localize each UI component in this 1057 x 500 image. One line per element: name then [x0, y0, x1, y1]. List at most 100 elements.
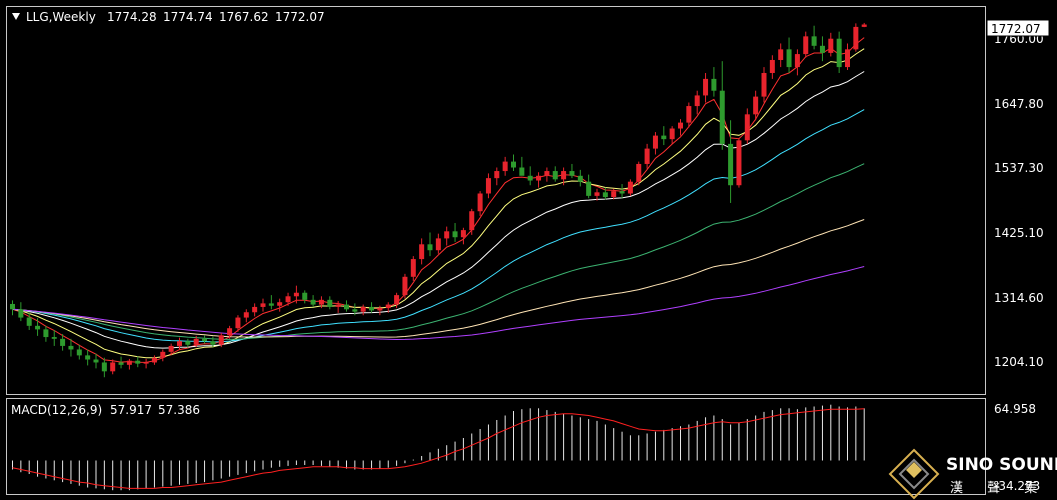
candle [243, 309, 249, 323]
candle-body [151, 357, 157, 363]
candle [836, 31, 842, 73]
candle [285, 292, 291, 306]
candle-body [577, 175, 583, 182]
candle-body [460, 230, 466, 238]
candle-body [845, 49, 850, 68]
candle [819, 36, 825, 62]
candle [60, 334, 66, 351]
candle [861, 22, 867, 28]
candle-body [260, 303, 266, 307]
candle [277, 298, 283, 312]
candle-body [18, 309, 24, 318]
candle-body [10, 303, 15, 310]
price-tick: 1537.30 [994, 161, 1044, 175]
candle-body [202, 338, 208, 342]
candle-body [811, 36, 817, 46]
candle-body [293, 292, 299, 297]
chart-header: LLG,Weekly 1774.28 1774.74 1767.62 1772.… [12, 10, 325, 24]
candle-body [126, 360, 132, 365]
candle [101, 357, 107, 378]
candle [485, 173, 491, 199]
candle [143, 358, 149, 369]
candle-body [736, 140, 742, 186]
candle-body [544, 171, 550, 176]
candle [18, 302, 24, 322]
candle-body [519, 167, 525, 176]
candle-body [469, 211, 475, 231]
candle-body [68, 345, 74, 350]
candle [85, 349, 91, 366]
main-pane-frame [6, 6, 986, 395]
candle [586, 174, 592, 199]
candle-body [861, 24, 867, 27]
candle-body [26, 317, 32, 326]
candle [786, 37, 792, 73]
candle [511, 154, 516, 172]
candle [260, 298, 266, 312]
candle-body [210, 341, 216, 345]
candle-body [803, 36, 809, 55]
candle-body [394, 295, 400, 305]
candle [444, 226, 450, 246]
candle-body [586, 181, 592, 196]
macd-axis-bottom: -34.273 [994, 479, 1040, 493]
candle [477, 191, 483, 216]
candle [268, 295, 274, 310]
candle-body [636, 163, 642, 182]
open-value: 1774.28 [107, 10, 157, 24]
candle [410, 256, 416, 281]
candle-body [728, 143, 734, 186]
price-axis: 1760.00 1647.80 1537.30 1425.10 1314.60 … [986, 19, 1050, 369]
low-value: 1767.62 [219, 10, 269, 24]
candle-body [552, 171, 558, 180]
candle [218, 332, 224, 348]
candle-body [511, 161, 516, 168]
candle-body [753, 96, 759, 115]
candle [627, 179, 633, 196]
candle-body [719, 90, 725, 144]
candle-body [185, 341, 191, 345]
candle-body [652, 135, 658, 149]
candle-body [502, 161, 508, 172]
candle-body [669, 128, 675, 140]
candle-body [35, 325, 41, 330]
candle-body [252, 306, 258, 313]
candle [544, 167, 550, 182]
candle-body [118, 362, 124, 365]
candle [385, 302, 391, 313]
candle [118, 356, 124, 369]
candle [502, 156, 508, 176]
candle [76, 344, 82, 360]
candle [185, 338, 191, 348]
candle-body [268, 303, 274, 306]
candle-body [744, 114, 750, 141]
ma-line-144 [12, 266, 865, 341]
candle-body [444, 231, 450, 239]
candle [377, 305, 383, 316]
candle [686, 102, 692, 128]
chevron-down-icon[interactable] [12, 13, 20, 20]
candle [703, 72, 709, 103]
candle-body [410, 259, 416, 277]
candle-body [177, 341, 182, 346]
candle-body [218, 335, 224, 345]
candle-body [686, 106, 692, 123]
candle [794, 49, 800, 76]
candle-body [135, 360, 141, 364]
candle-body [160, 351, 166, 358]
candle-body [611, 191, 617, 198]
candle [210, 336, 216, 348]
candle [694, 90, 700, 115]
candle-body [427, 244, 433, 251]
candle [151, 355, 157, 365]
candlesticks [10, 22, 867, 378]
candle [135, 356, 141, 368]
ma-line-34 [12, 109, 865, 343]
brand-subtitle: 漢 聲 集 團 [950, 480, 1057, 496]
candle-body [761, 72, 767, 97]
candle [235, 315, 241, 332]
candle-body [285, 296, 291, 303]
candle [427, 232, 433, 257]
